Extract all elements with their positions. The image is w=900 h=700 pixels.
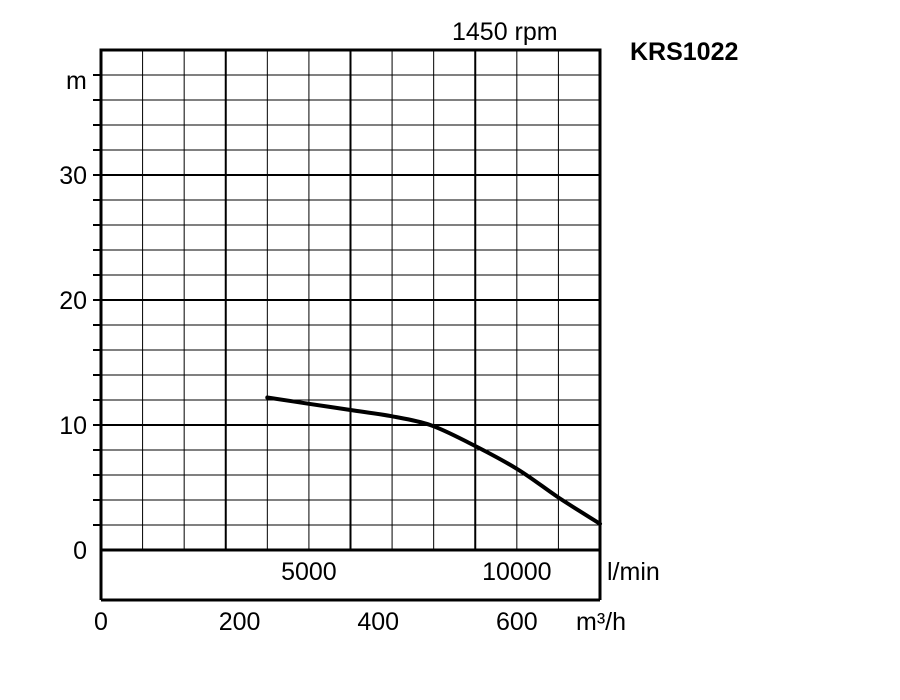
head-flow-curve	[265, 395, 602, 526]
y-tick-label: 30	[59, 162, 87, 190]
tick-labels: 0 10 20 30 5000 10000 0 200 400 600	[59, 162, 551, 636]
curve-layer	[265, 395, 602, 526]
grid-major	[101, 50, 600, 550]
x-tick-label-m3h: 0	[94, 608, 108, 636]
y-tick-label: 0	[73, 537, 87, 565]
y-tick-label: 10	[59, 412, 87, 440]
x-tick-label-m3h: 600	[496, 608, 538, 636]
axis-labels: KRS1022 1450 rpm m l/min m³/h	[66, 18, 738, 636]
x-tick-label-m3h: 200	[219, 608, 261, 636]
chart-title: KRS1022	[630, 38, 738, 66]
x-axis-label-m3h: m³/h	[576, 608, 626, 636]
x-tick-label-lmin: 5000	[281, 558, 337, 586]
y-tick-label: 20	[59, 287, 87, 315]
chart-subtitle: 1450 rpm	[452, 18, 558, 46]
x-axis-label-lmin: l/min	[607, 558, 660, 586]
plot-frame	[93, 48, 602, 602]
x-tick-label-m3h: 400	[357, 608, 399, 636]
x-tick-label-lmin: 10000	[482, 558, 552, 586]
y-axis-label: m	[66, 67, 87, 95]
